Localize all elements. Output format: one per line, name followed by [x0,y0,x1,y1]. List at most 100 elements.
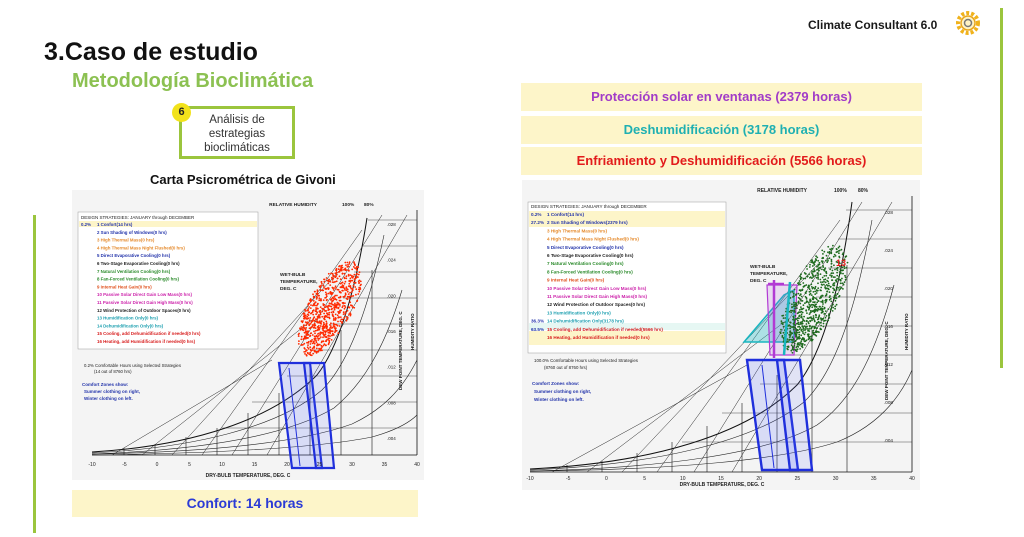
data-point [813,264,816,266]
data-point [313,302,316,305]
data-point [801,311,804,314]
data-point [327,308,330,311]
data-point [839,282,842,285]
data-point [805,265,808,268]
data-point [824,316,827,319]
data-point [803,315,805,318]
data-point [779,332,782,335]
data-point [353,281,355,284]
data-point [324,310,326,312]
data-point [811,259,814,261]
data-point [347,264,349,266]
data-point [308,311,311,314]
data-point [831,310,834,312]
data-point [342,302,345,305]
data-point [317,333,319,335]
data-point [830,305,833,307]
data-point [315,339,317,342]
data-point [332,311,335,314]
data-point [836,271,838,274]
data-point [812,270,815,273]
data-point [348,297,351,299]
data-point [816,301,819,304]
data-point [342,296,345,298]
data-point [800,315,803,318]
data-point [798,328,801,331]
data-point [304,332,307,334]
data-point [800,276,803,279]
data-point [826,258,829,260]
data-point [328,328,331,331]
data-point [830,272,833,274]
data-point [341,272,344,275]
data-point [349,291,351,294]
data-point [832,244,834,247]
sun-shading-result: Protección solar en ventanas (2379 horas… [521,83,922,111]
data-point [793,303,796,306]
data-point [841,282,844,285]
data-point [819,297,821,300]
data-point [334,313,337,316]
data-point [815,289,818,291]
data-point [307,333,310,336]
data-point [812,291,815,293]
data-point [793,321,796,324]
data-point [349,277,352,280]
data-point [303,324,305,326]
data-point [805,301,808,304]
data-point [794,302,797,304]
data-point [812,301,814,303]
data-point [346,295,349,298]
data-point [808,337,811,340]
data-point [830,260,833,263]
data-point [344,311,347,313]
data-point [330,339,333,341]
data-point [810,270,813,272]
data-point [815,322,818,325]
data-point [834,305,837,308]
data-point [814,293,817,295]
step-number-badge: 6 [172,103,191,122]
data-point [331,332,334,335]
data-point [818,331,820,333]
data-point [814,274,817,277]
data-point [821,301,824,304]
data-point [319,313,322,316]
psychrometric-chart-right: RELATIVE HUMIDITY 100% 80% [522,180,920,490]
data-point [305,354,308,357]
x-tick-label: 10 [219,462,225,468]
data-point [817,276,819,279]
data-point [327,272,330,275]
data-point [807,329,809,332]
data-point [339,320,342,323]
data-point [319,310,321,312]
legend-item: 9 Internal Heat Gain(0 hrs) [97,284,152,289]
data-point [334,330,337,332]
data-point [807,286,809,289]
data-point [827,319,830,322]
data-point [816,318,819,321]
data-point [307,308,310,310]
data-point [352,275,355,278]
data-point [317,317,319,319]
data-point [789,330,792,332]
data-point [782,317,785,319]
data-point [796,319,799,322]
data-point [314,324,316,327]
data-point [803,340,806,343]
data-point [814,270,816,272]
data-point [320,299,322,301]
data-point [322,299,325,301]
data-point [359,284,362,287]
data-point [329,284,332,286]
data-point [327,292,330,295]
data-point [303,342,306,345]
data-point [790,331,792,334]
data-point [816,309,819,312]
data-point [348,306,350,308]
data-point [838,289,841,291]
legend-rows: 0.2% 1 Confort(14 hrs) 2 Sun Shading of Wi… [81,222,201,344]
data-point [356,269,358,272]
data-point [316,296,318,299]
data-point [782,331,785,334]
